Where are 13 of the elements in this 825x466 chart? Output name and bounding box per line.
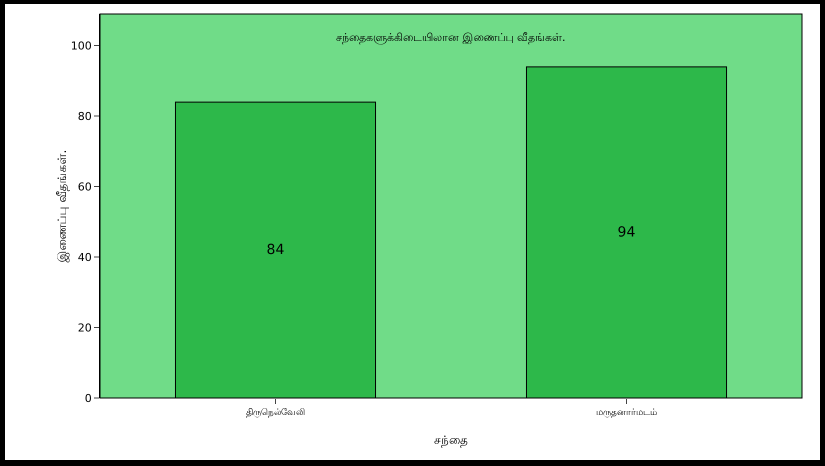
text: சந்தைகளுக்கிடையிலான இணைப்பு வீதங்கள்.: [336, 31, 566, 45]
y-axis-title: இணைப்பு வீதங்கள்.: [55, 150, 70, 262]
data-label: 94: [618, 224, 636, 240]
x-tick-label: மருதனார்மடம்: [596, 408, 657, 418]
y-tick-label: 0: [84, 392, 92, 405]
y-tick-label: 40: [78, 250, 92, 264]
x-tick-label: திருநெல்வேலி: [246, 408, 305, 418]
y-tick-label: 20: [78, 321, 92, 334]
y-tick-label: 100: [70, 40, 92, 53]
y-tick-label: 60: [78, 180, 92, 194]
y-tick-label: 80: [78, 110, 92, 124]
data-label: 84: [266, 242, 284, 258]
x-axis-title: சந்தை: [434, 433, 468, 447]
